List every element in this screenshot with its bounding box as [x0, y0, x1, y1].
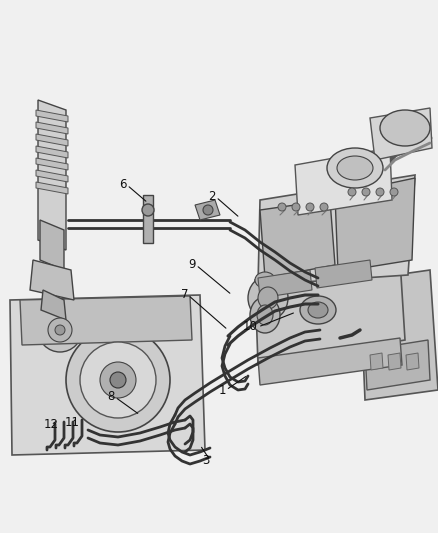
- Polygon shape: [258, 338, 402, 385]
- Circle shape: [48, 318, 72, 342]
- Polygon shape: [370, 108, 432, 160]
- Polygon shape: [20, 296, 192, 345]
- Ellipse shape: [248, 276, 288, 320]
- Ellipse shape: [308, 302, 328, 318]
- Polygon shape: [315, 260, 372, 288]
- Polygon shape: [36, 122, 68, 134]
- Circle shape: [320, 203, 328, 211]
- Text: 9: 9: [188, 259, 196, 271]
- Polygon shape: [36, 158, 68, 170]
- Polygon shape: [258, 175, 415, 285]
- Polygon shape: [360, 270, 438, 400]
- Polygon shape: [36, 182, 68, 194]
- Polygon shape: [258, 270, 312, 298]
- Polygon shape: [260, 200, 335, 278]
- Circle shape: [38, 308, 82, 352]
- Polygon shape: [10, 295, 205, 455]
- Ellipse shape: [258, 287, 278, 309]
- Polygon shape: [36, 146, 68, 158]
- Polygon shape: [295, 148, 392, 215]
- Polygon shape: [388, 353, 401, 370]
- Circle shape: [142, 204, 154, 216]
- Circle shape: [55, 325, 65, 335]
- Text: 12: 12: [43, 418, 59, 432]
- Circle shape: [66, 328, 170, 432]
- Circle shape: [390, 188, 398, 196]
- Ellipse shape: [327, 148, 383, 188]
- Text: 2: 2: [208, 190, 216, 204]
- Text: 10: 10: [243, 320, 258, 334]
- Ellipse shape: [337, 156, 373, 180]
- Polygon shape: [406, 353, 419, 370]
- Polygon shape: [38, 100, 66, 250]
- Polygon shape: [30, 260, 74, 300]
- Circle shape: [306, 203, 314, 211]
- Polygon shape: [255, 260, 405, 365]
- Circle shape: [203, 205, 213, 215]
- Text: 7: 7: [180, 288, 188, 302]
- Ellipse shape: [380, 110, 430, 146]
- Polygon shape: [36, 170, 68, 182]
- Text: 3: 3: [203, 454, 210, 466]
- Text: 1: 1: [219, 384, 226, 397]
- Polygon shape: [195, 200, 220, 220]
- Circle shape: [292, 203, 300, 211]
- Circle shape: [100, 362, 136, 398]
- Polygon shape: [40, 220, 64, 270]
- Circle shape: [278, 203, 286, 211]
- Polygon shape: [365, 340, 430, 390]
- Bar: [143, 195, 153, 243]
- Polygon shape: [36, 110, 68, 122]
- Circle shape: [348, 188, 356, 196]
- Circle shape: [80, 342, 156, 418]
- Text: 11: 11: [64, 416, 80, 430]
- Text: 6: 6: [120, 179, 127, 191]
- Ellipse shape: [257, 305, 273, 325]
- Ellipse shape: [300, 296, 336, 324]
- Polygon shape: [335, 178, 415, 272]
- Circle shape: [110, 372, 126, 388]
- Circle shape: [376, 188, 384, 196]
- Ellipse shape: [255, 272, 275, 288]
- Polygon shape: [41, 290, 66, 320]
- Polygon shape: [370, 353, 383, 370]
- Ellipse shape: [250, 297, 280, 333]
- Text: 8: 8: [108, 391, 115, 403]
- Polygon shape: [36, 134, 68, 146]
- Circle shape: [362, 188, 370, 196]
